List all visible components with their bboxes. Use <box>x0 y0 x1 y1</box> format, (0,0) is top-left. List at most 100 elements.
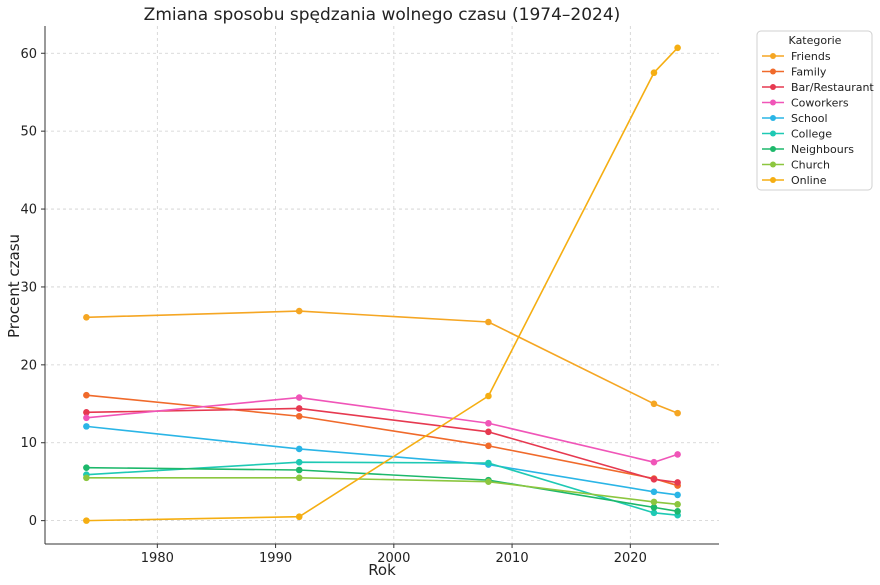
legend-swatch-marker <box>770 177 776 183</box>
legend-label: Family <box>791 66 827 79</box>
data-point-church <box>650 498 658 506</box>
y-tick-label: 40 <box>20 203 37 218</box>
data-point-school <box>295 445 303 453</box>
legend-swatch-marker <box>770 84 776 90</box>
legend-label: Coworkers <box>791 97 849 110</box>
series-line-online <box>86 47 679 522</box>
data-point-church <box>674 500 681 508</box>
series-line-neighbours <box>86 466 678 513</box>
legend-item-online: Online <box>762 174 827 187</box>
data-point-friends <box>295 307 303 315</box>
series-college <box>83 458 681 519</box>
data-point-friends <box>485 318 492 326</box>
legend-swatch-marker <box>770 68 776 75</box>
data-point-school <box>650 488 658 496</box>
data-point-neighbours <box>295 466 303 474</box>
legend-item-coworkers: Coworkers <box>762 97 849 110</box>
legend-label: Friends <box>791 50 831 63</box>
data-point-coworkers <box>485 419 492 427</box>
data-point-church <box>83 474 90 482</box>
data-point-coworkers <box>295 394 303 401</box>
legend-item-neighbours: Neighbours <box>762 143 854 156</box>
y-tick-label: 60 <box>20 47 37 62</box>
series-neighbours <box>83 464 681 515</box>
data-point-friends <box>83 314 90 321</box>
legend-title: Kategorie <box>789 34 842 47</box>
legend-label: Neighbours <box>791 143 854 156</box>
series-line-friends <box>86 310 678 414</box>
legend-item-bar-restaurant: Bar/Restaurant <box>762 81 874 94</box>
legend-label: School <box>791 112 828 125</box>
series-coworkers <box>83 394 681 466</box>
legend-item-friends: Friends <box>762 50 831 63</box>
data-point-neighbours <box>650 504 658 511</box>
legend: Kategorie Friends Family Bar/Restaurant Cow… <box>756 30 874 191</box>
legend-swatch-marker <box>770 115 776 121</box>
y-tick-label: 10 <box>20 436 37 451</box>
data-point-family <box>83 391 90 399</box>
x-tick-label: 1990 <box>259 551 292 566</box>
data-point-online <box>485 392 492 400</box>
data-point-online <box>83 517 90 524</box>
series-layer <box>83 44 681 524</box>
legend-item-church: Church <box>762 159 830 172</box>
data-point-college <box>650 509 658 517</box>
data-point-bar-restaurant <box>295 405 303 412</box>
x-tick-label: 1980 <box>141 551 174 566</box>
legend-label: College <box>791 128 832 141</box>
x-tick-label: 2020 <box>614 551 647 566</box>
series-online <box>83 44 681 524</box>
data-point-school <box>674 491 681 499</box>
data-point-online <box>674 44 681 52</box>
grid-lines <box>45 26 719 544</box>
series-friends <box>83 307 681 417</box>
data-point-bar-restaurant <box>83 409 90 416</box>
legend-swatch-marker <box>770 99 776 106</box>
y-tick-label: 20 <box>20 358 37 373</box>
data-point-bar-restaurant <box>485 428 492 436</box>
data-point-church <box>485 478 492 485</box>
legend-items: Friends Family Bar/Restaurant Coworkers Scho… <box>762 50 874 187</box>
legend-box <box>756 30 873 191</box>
data-point-bar-restaurant <box>674 479 681 486</box>
tick-labels: 1980 1990 2000 2010 2020 0 10 20 30 40 50 60 <box>20 47 646 566</box>
data-point-online <box>650 69 658 77</box>
y-axis-title: Procent czasu <box>5 234 23 338</box>
data-point-coworkers <box>674 451 681 458</box>
legend-swatch-marker <box>770 130 776 137</box>
y-tick-label: 0 <box>29 514 37 529</box>
data-point-coworkers <box>83 414 90 422</box>
axes <box>41 26 719 548</box>
legend-item-college: College <box>762 128 832 141</box>
data-point-neighbours <box>674 507 681 515</box>
x-axis-title: Rok <box>368 561 396 579</box>
data-point-online <box>295 513 303 521</box>
legend-swatch-marker <box>770 53 776 59</box>
x-tick-label: 2010 <box>496 551 529 566</box>
data-point-coworkers <box>650 458 658 466</box>
legend-label: Church <box>791 159 830 172</box>
legend-label: Bar/Restaurant <box>791 81 874 94</box>
data-point-friends <box>674 409 681 417</box>
legend-item-family: Family <box>762 66 827 79</box>
data-point-family <box>295 412 303 420</box>
legend-swatch-marker <box>770 161 776 168</box>
data-point-church <box>295 474 303 482</box>
data-point-family <box>485 442 492 450</box>
data-point-friends <box>650 400 658 408</box>
data-point-bar-restaurant <box>650 476 658 483</box>
data-point-college <box>485 459 492 467</box>
data-point-college <box>295 458 303 466</box>
series-church <box>83 474 681 508</box>
chart-title: Zmiana sposobu spędzania wolnego czasu (… <box>144 5 621 25</box>
legend-item-school: School <box>762 112 828 125</box>
series-line-bar-restaurant <box>86 407 678 484</box>
legend-label: Online <box>791 174 827 187</box>
y-tick-label: 50 <box>20 125 37 140</box>
y-tick-label: 30 <box>20 280 37 295</box>
data-point-school <box>83 423 90 430</box>
series-line-college <box>86 461 678 516</box>
x-tick-label: 2000 <box>377 551 410 566</box>
